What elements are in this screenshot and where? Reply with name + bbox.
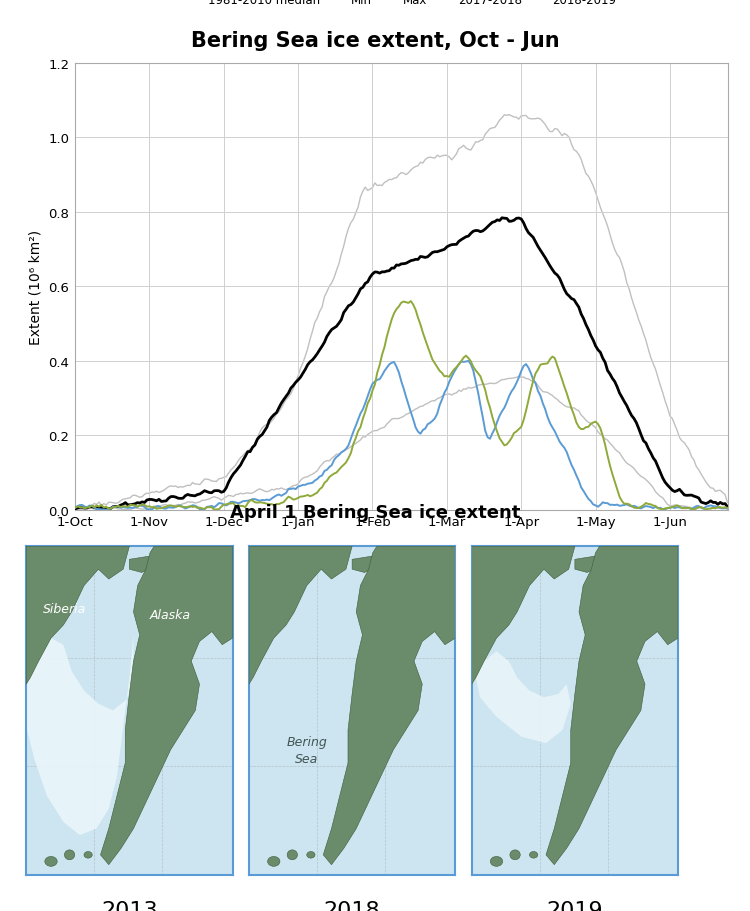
Ellipse shape bbox=[268, 856, 280, 866]
Polygon shape bbox=[26, 547, 130, 684]
Text: Bering
Sea: Bering Sea bbox=[286, 735, 327, 765]
Legend: 1981-2010 median, Min, Max, 2017-2018, 2018-2019: 1981-2010 median, Min, Max, 2017-2018, 2… bbox=[182, 0, 621, 12]
Polygon shape bbox=[575, 557, 600, 573]
Polygon shape bbox=[130, 557, 154, 573]
Polygon shape bbox=[546, 547, 678, 865]
Text: 2013: 2013 bbox=[101, 900, 158, 911]
Text: Bering Sea ice extent, Oct - Jun: Bering Sea ice extent, Oct - Jun bbox=[190, 31, 560, 51]
Ellipse shape bbox=[307, 852, 315, 858]
Text: Siberia: Siberia bbox=[43, 602, 86, 615]
Ellipse shape bbox=[510, 850, 520, 860]
Y-axis label: Extent (10⁶ km²): Extent (10⁶ km²) bbox=[28, 230, 43, 344]
Polygon shape bbox=[472, 547, 575, 684]
Text: Alaska: Alaska bbox=[150, 609, 191, 621]
Ellipse shape bbox=[45, 856, 57, 866]
Text: 2019: 2019 bbox=[547, 900, 603, 911]
Text: April 1 Bering Sea ice extent: April 1 Bering Sea ice extent bbox=[230, 503, 520, 521]
Polygon shape bbox=[26, 635, 134, 835]
Text: 2018: 2018 bbox=[324, 900, 380, 911]
Polygon shape bbox=[476, 651, 571, 743]
Polygon shape bbox=[352, 557, 377, 573]
Ellipse shape bbox=[287, 850, 298, 860]
Ellipse shape bbox=[64, 850, 75, 860]
Polygon shape bbox=[249, 547, 352, 684]
Ellipse shape bbox=[84, 852, 92, 858]
Ellipse shape bbox=[530, 852, 538, 858]
Polygon shape bbox=[323, 547, 455, 865]
Ellipse shape bbox=[490, 856, 502, 866]
Polygon shape bbox=[100, 547, 232, 865]
